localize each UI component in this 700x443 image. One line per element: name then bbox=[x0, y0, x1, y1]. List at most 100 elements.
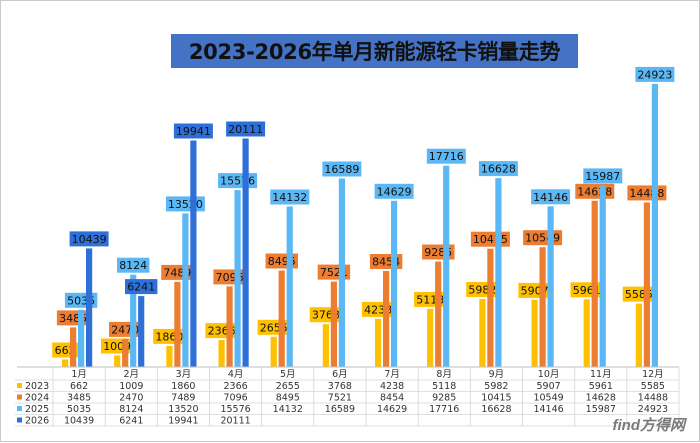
bar-2025-9月 bbox=[495, 178, 502, 367]
chart-title-box: 2023-2026年单月新能源轻卡销量走势 bbox=[171, 34, 578, 68]
data-label-2026-1月: 10439 bbox=[72, 233, 107, 246]
table-cell-2024-4月: 7096 bbox=[224, 393, 248, 404]
bar-2023-12月 bbox=[635, 303, 642, 367]
table-cell-2023-5月: 2655 bbox=[276, 381, 300, 392]
data-label-box-2025-11月 bbox=[583, 168, 623, 184]
bar-2023-10月 bbox=[531, 299, 538, 367]
data-label-box-2026-3月 bbox=[173, 123, 213, 139]
table-cell-2025-2月: 8124 bbox=[119, 404, 143, 415]
x-tick-label-5月: 5月 bbox=[280, 369, 296, 380]
data-label-2025-11月: 15987 bbox=[585, 170, 620, 183]
x-tick-label-9月: 9月 bbox=[489, 369, 505, 380]
bar-2023-7月 bbox=[375, 318, 382, 367]
table-cell-2023-7月: 4238 bbox=[380, 381, 404, 392]
bar-2024-9月 bbox=[487, 248, 494, 367]
data-label-2024-10月: 10549 bbox=[525, 232, 560, 245]
legend-label-2023: 2023 bbox=[25, 381, 49, 392]
bar-2025-12月 bbox=[651, 83, 658, 368]
data-label-2025-4月: 15576 bbox=[220, 175, 255, 188]
data-label-box-2025-2月 bbox=[117, 257, 150, 273]
table-cell-2024-5月: 8495 bbox=[276, 393, 300, 404]
x-tick-label-8月: 8月 bbox=[436, 369, 452, 380]
table-cell-2024-1月: 3485 bbox=[67, 393, 91, 404]
table-cell-2024-12月: 14488 bbox=[638, 393, 668, 404]
bar-2025-4月 bbox=[234, 190, 241, 367]
data-label-box-2026-1月 bbox=[69, 231, 109, 247]
table-cell-2023-4月: 2366 bbox=[224, 381, 248, 392]
legend-swatch-2026 bbox=[17, 417, 22, 423]
data-label-2024-12月: 14488 bbox=[629, 187, 664, 200]
bar-2026-3月 bbox=[190, 140, 197, 367]
data-label-2025-7月: 14629 bbox=[377, 185, 412, 198]
table-cell-2025-1月: 5035 bbox=[67, 404, 91, 415]
bar-2024-12月 bbox=[643, 202, 650, 367]
data-label-2024-9月: 10415 bbox=[473, 233, 508, 246]
bar-2024-4月 bbox=[226, 286, 233, 367]
table-cell-2025-12月: 24923 bbox=[638, 404, 668, 415]
table-cell-2024-11月: 14628 bbox=[586, 393, 616, 404]
data-label-box-2026-4月 bbox=[226, 121, 266, 137]
table-cell-2023-1月: 662 bbox=[70, 381, 88, 392]
bar-2026-2月 bbox=[138, 296, 145, 367]
data-label-2024-11月: 14628 bbox=[577, 185, 612, 198]
table-cell-2026-2月: 6241 bbox=[119, 416, 143, 427]
bar-2023-6月 bbox=[322, 324, 329, 367]
x-tick-label-7月: 7月 bbox=[384, 369, 400, 380]
bar-2023-11月 bbox=[583, 299, 590, 367]
data-label-2025-9月: 16628 bbox=[481, 163, 516, 176]
bar-2024-5月 bbox=[278, 270, 285, 367]
table-cell-2024-10月: 10549 bbox=[533, 393, 563, 404]
bar-2024-1月 bbox=[70, 327, 77, 367]
table-cell-2025-6月: 16589 bbox=[325, 404, 355, 415]
table-cell-2025-10月: 14146 bbox=[533, 404, 563, 415]
table-cell-2023-12月: 5585 bbox=[641, 381, 665, 392]
legend-swatch-2025 bbox=[17, 406, 22, 411]
data-label-2025-3月: 13520 bbox=[168, 198, 203, 211]
table-cell-2023-3月: 1860 bbox=[171, 381, 195, 392]
bar-2026-4月 bbox=[242, 138, 249, 367]
data-label-box-2025-12月 bbox=[635, 66, 675, 82]
table-cell-2025-8月: 17716 bbox=[429, 404, 459, 415]
table-cell-2024-6月: 7521 bbox=[328, 393, 352, 404]
data-label-2025-5月: 14132 bbox=[272, 191, 307, 204]
table-cell-2024-8月: 9285 bbox=[432, 393, 456, 404]
table-cell-2023-8月: 5118 bbox=[432, 381, 456, 392]
x-tick-label-3月: 3月 bbox=[176, 369, 192, 380]
table-cell-2023-9月: 5982 bbox=[484, 381, 508, 392]
legend-label-2025: 2025 bbox=[25, 404, 49, 415]
bar-2023-5月 bbox=[270, 336, 277, 367]
table-cell-2023-6月: 3768 bbox=[328, 381, 352, 392]
x-tick-label-2月: 2月 bbox=[124, 369, 140, 380]
legend-swatch-2024 bbox=[17, 394, 22, 400]
table-cell-2023-10月: 5907 bbox=[537, 381, 561, 392]
x-tick-label-6月: 6月 bbox=[332, 369, 348, 380]
data-label-box-2025-9月 bbox=[478, 161, 518, 177]
table-cell-2025-7月: 14629 bbox=[377, 404, 407, 415]
bar-2023-1月 bbox=[62, 359, 69, 367]
bar-2025-5月 bbox=[286, 206, 293, 367]
watermark-logo: find方得网 bbox=[612, 417, 686, 434]
bar-2024-3月 bbox=[174, 281, 181, 367]
bar-2025-6月 bbox=[338, 178, 345, 367]
data-label-2025-6月: 16589 bbox=[324, 163, 359, 176]
table-cell-2024-2月: 2470 bbox=[119, 393, 143, 404]
bar-2025-3月 bbox=[182, 213, 189, 367]
data-label-2026-3月: 19941 bbox=[176, 125, 211, 138]
table-cell-2025-3月: 13520 bbox=[168, 404, 198, 415]
legend-swatch-2023 bbox=[17, 383, 22, 388]
bar-2023-8月 bbox=[427, 308, 434, 367]
bar-2023-9月 bbox=[479, 299, 486, 367]
table-cell-2025-4月: 15576 bbox=[220, 404, 250, 415]
table-cell-2025-9月: 16628 bbox=[481, 404, 511, 415]
chart-title: 2023-2026年单月新能源轻卡销量走势 bbox=[188, 40, 561, 64]
legend-label-2024: 2024 bbox=[25, 393, 49, 404]
bar-2023-3月 bbox=[166, 345, 173, 367]
data-label-2025-10月: 14146 bbox=[533, 191, 568, 204]
x-tick-label-10月: 10月 bbox=[538, 369, 560, 380]
table-cell-2026-1月: 10439 bbox=[64, 416, 94, 427]
table-cell-2023-11月: 5961 bbox=[589, 381, 613, 392]
table-cell-2025-11月: 15987 bbox=[586, 404, 616, 415]
bar-2024-11月 bbox=[591, 200, 598, 367]
